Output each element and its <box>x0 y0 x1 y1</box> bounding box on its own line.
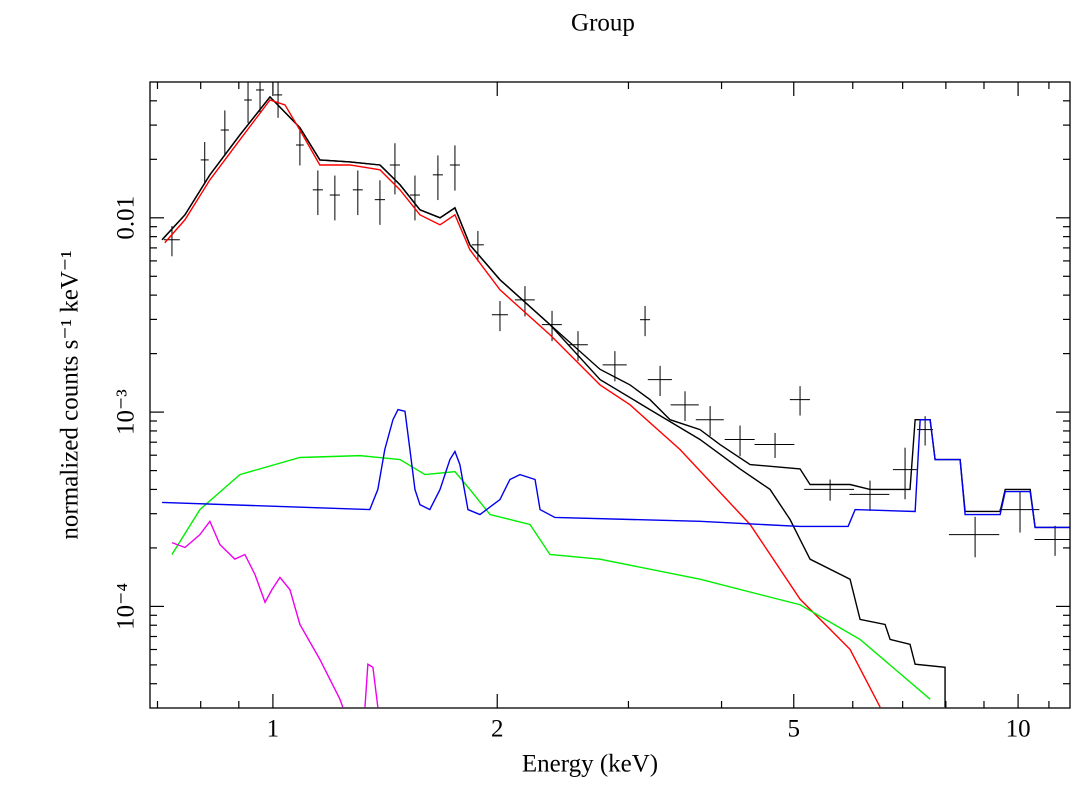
x-axis-label: Energy (keV) <box>522 751 658 778</box>
y-tick-label: 10⁻³ <box>113 389 140 435</box>
plot-area <box>161 82 1070 708</box>
model-line <box>161 95 1070 529</box>
model-line <box>171 519 379 708</box>
y-tick-label: 10⁻⁴ <box>113 583 140 630</box>
model-line <box>164 99 881 708</box>
x-tick-label: 2 <box>491 716 504 743</box>
y-axis-label: normalized counts s⁻¹ keV⁻¹ <box>57 250 84 539</box>
x-tick-label: 1 <box>267 716 280 743</box>
x-tick-label: 5 <box>788 716 801 743</box>
plot-frame <box>149 81 1071 709</box>
chart-title: Group <box>571 10 635 37</box>
y-tick-label: 0.01 <box>113 196 140 240</box>
model-line <box>161 95 946 708</box>
model-line <box>171 454 931 700</box>
x-tick-label: 10 <box>1006 716 1031 743</box>
model-line <box>162 408 1070 529</box>
